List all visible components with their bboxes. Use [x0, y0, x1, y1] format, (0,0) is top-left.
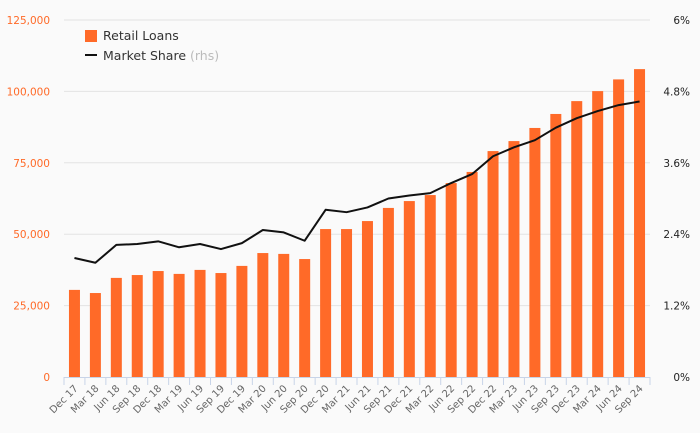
- bar-retail-loans: [131, 275, 143, 377]
- y-right-tick-label: 1.2%: [663, 301, 690, 313]
- market-share-line: [74, 100, 640, 264]
- bar-retail-loans: [424, 195, 436, 377]
- y-right-tick-label: 6%: [673, 15, 690, 27]
- bar-retail-loans: [571, 101, 583, 377]
- bar-retail-loans: [194, 269, 206, 377]
- bar-retail-loans: [215, 273, 227, 377]
- bar-retail-loans: [299, 259, 311, 377]
- y-left-tick-label: 50,000: [13, 229, 50, 241]
- legend-rhs-note: (rhs): [190, 48, 219, 63]
- y-right-tick-label: 2.4%: [663, 229, 690, 241]
- bar-retail-loans: [173, 273, 185, 377]
- bar-retail-loans: [382, 207, 394, 377]
- bar-retail-loans: [550, 113, 562, 377]
- y-left-tick-label: 125,000: [7, 15, 50, 27]
- bar-retail-loans: [361, 221, 373, 377]
- bar-retail-loans: [403, 201, 415, 377]
- legend-swatch-retail-loans: [85, 30, 97, 42]
- bar-retail-loans: [68, 289, 80, 377]
- bar-retail-loans: [152, 271, 164, 377]
- bar-retail-loans: [445, 183, 457, 377]
- bar-retail-loans: [529, 127, 541, 377]
- y-left-tick-label: 100,000: [7, 86, 50, 98]
- bar-retail-loans: [278, 253, 290, 377]
- bar-retail-loans: [634, 69, 646, 377]
- market-share-line-group: [74, 100, 640, 264]
- bar-retail-loans: [110, 277, 122, 377]
- legend: Retail Loans Market Share (rhs): [85, 28, 219, 63]
- bar-retail-loans: [613, 79, 625, 378]
- y-left-tick-label: 0: [43, 372, 50, 384]
- bar-retail-loans: [89, 293, 101, 377]
- legend-label-market-share-text: Market Share: [103, 48, 186, 63]
- bars: [68, 69, 646, 378]
- y-left-tick-label: 25,000: [13, 301, 50, 313]
- y-right-tick-label: 3.6%: [663, 158, 690, 170]
- y-right-tick-label: 4.8%: [663, 86, 690, 98]
- bar-retail-loans: [257, 253, 269, 377]
- y-right-tick-label: 0%: [673, 372, 690, 384]
- legend-label-retail-loans: Retail Loans: [103, 28, 179, 43]
- bar-retail-loans: [592, 91, 604, 377]
- legend-label-market-share: Market Share (rhs): [103, 48, 219, 63]
- bar-retail-loans: [487, 151, 499, 377]
- bar-retail-loans: [508, 141, 520, 377]
- y-left-tick-label: 75,000: [13, 158, 50, 170]
- bar-retail-loans: [341, 229, 353, 377]
- bar-retail-loans: [236, 265, 248, 377]
- bar-retail-loans: [466, 171, 478, 377]
- bar-retail-loans: [320, 229, 332, 377]
